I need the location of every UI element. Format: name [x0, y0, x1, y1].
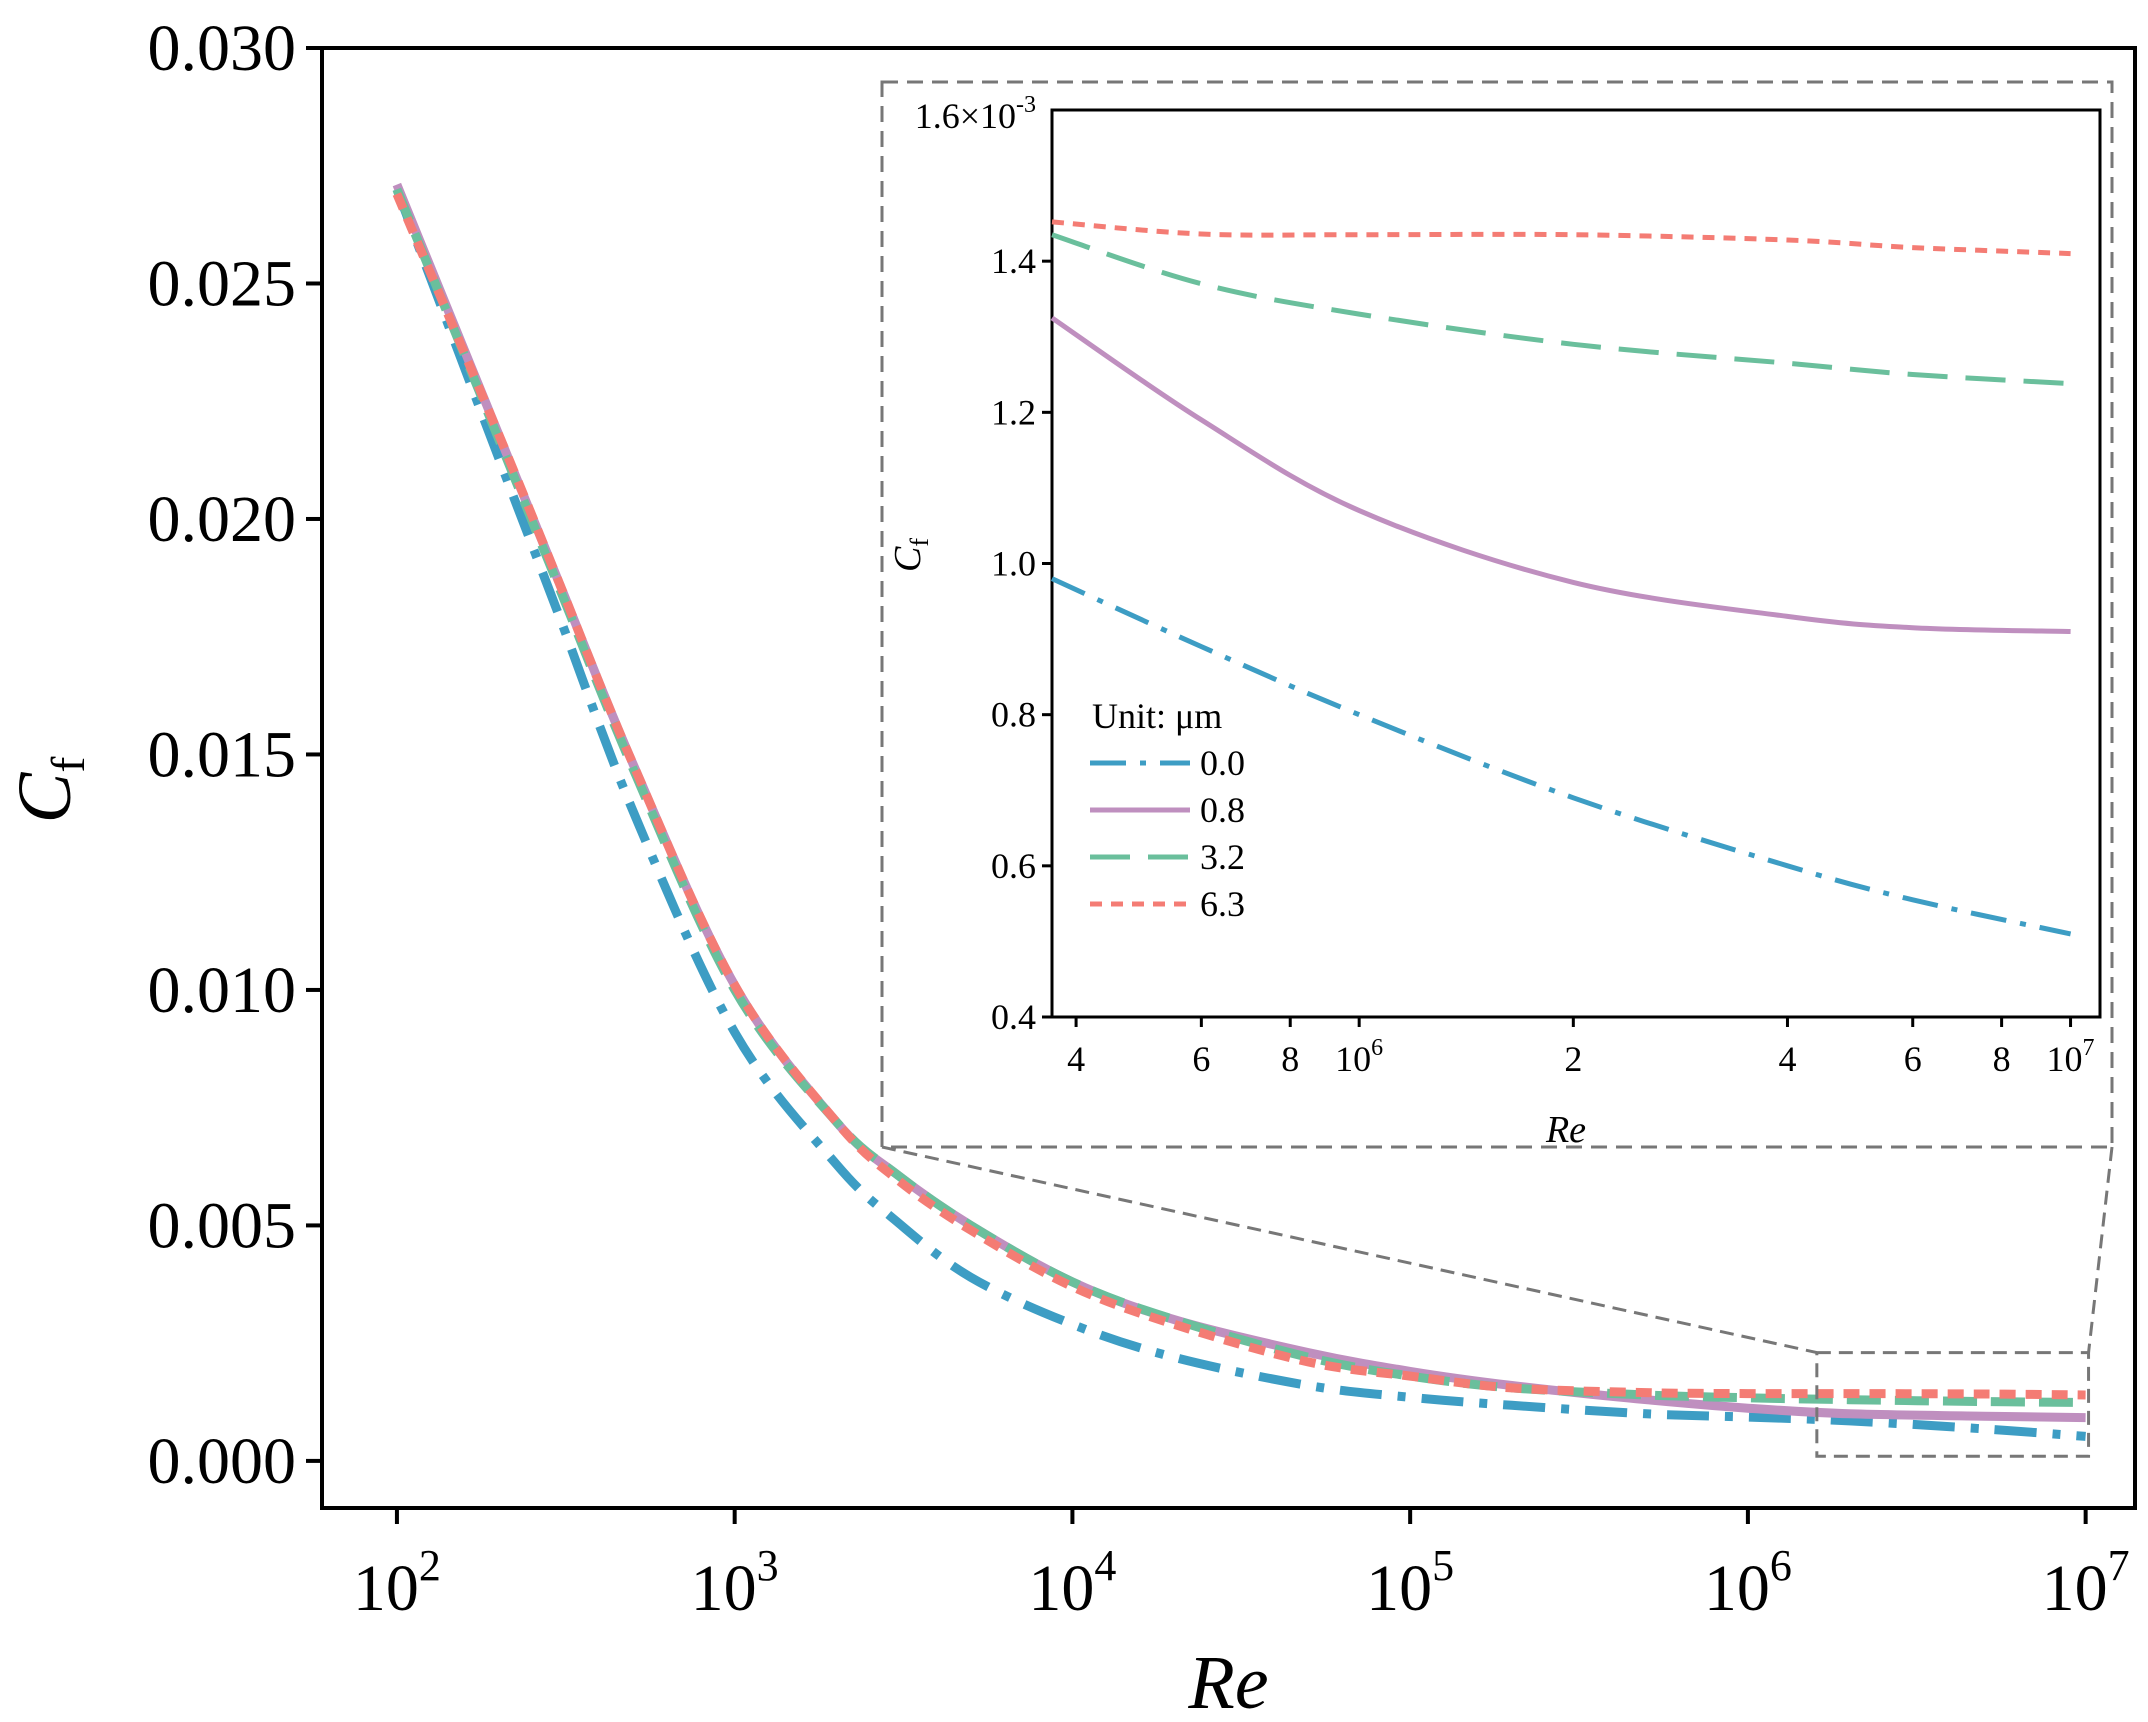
legend-label-6.3: 6.3 [1200, 884, 1245, 924]
inset-x-tick-label: 8 [1281, 1039, 1299, 1079]
inset-x-tick-label: 107 [2047, 1035, 2095, 1079]
inset-y-axis-label-base: C [887, 546, 929, 572]
y-tick-label: 0.020 [148, 483, 297, 556]
inset-plot: 0.40.60.81.01.21.41.6×10-34 6 8 106 2 4 6 8 107R… [880, 80, 2114, 1355]
inset-series-3.2-line [1051, 232, 2071, 387]
zoom-connector-left [881, 1145, 1818, 1355]
main-plot-frame [320, 46, 2137, 1510]
main-series-3.2-line [392, 187, 2086, 1407]
inset-y-axis-label: Cf [887, 538, 934, 572]
x-tick-label-base: 10 [691, 1552, 757, 1625]
inset-x-tick-label: 6 [1904, 1039, 1922, 1079]
x-tick-label: 103 [691, 1541, 779, 1625]
x-tick-label: 102 [353, 1541, 441, 1625]
inset-y-top-label-exponent: -3 [1016, 92, 1036, 118]
y-tick-label: 0.005 [148, 1189, 297, 1262]
inset-x-tick-label-base: 10 [1335, 1039, 1371, 1079]
x-tick-label-base: 10 [353, 1552, 419, 1625]
x-tick-label-exponent: 5 [1432, 1541, 1454, 1590]
inset-y-top-label-base: 1.6×10 [915, 96, 1016, 136]
inset-legend: Unit: μm 0.0 0.8 3.2 6.3 [1090, 696, 1245, 924]
zoom-region-box [1815, 1351, 2091, 1458]
x-tick-label-exponent: 6 [1770, 1541, 1792, 1590]
y-axis-label-subscript: f [42, 757, 95, 773]
x-tick-label: 106 [1704, 1541, 1792, 1625]
inset-x-tick-label: 4 [1778, 1039, 1796, 1079]
inset-y-tick-label: 1.4 [991, 241, 1036, 281]
x-tick-label: 107 [2042, 1541, 2130, 1625]
inset-series-0.0-line [1050, 576, 2072, 937]
legend-title: Unit: μm [1092, 696, 1222, 736]
x-tick-label-base: 10 [1028, 1552, 1094, 1625]
inset-x-tick-label: 8 [1993, 1039, 2011, 1079]
x-tick-label: 104 [1028, 1541, 1116, 1625]
inset-x-tick-label: 106 [1335, 1035, 1383, 1079]
x-tick-label-exponent: 2 [419, 1541, 441, 1590]
y-tick-label: 0.015 [148, 718, 297, 791]
inset-outer-dashed-frame [880, 80, 2114, 1149]
y-tick-label: 0.030 [148, 12, 297, 85]
y-axis-label-base: C [3, 771, 87, 823]
inset-x-tick-label-exponent: 6 [1371, 1035, 1383, 1061]
legend-label-3.2: 3.2 [1200, 837, 1245, 877]
inset-x-tick-label-base: 10 [2047, 1039, 2083, 1079]
inset-y-tick-label: 0.4 [991, 997, 1036, 1037]
inset-y-top-label: 1.6×10-3 [915, 92, 1036, 136]
y-tick-label: 0.010 [148, 954, 297, 1027]
inset-x-tick-label: 4 [1067, 1039, 1085, 1079]
inset-y-tick-label: 0.8 [991, 695, 1036, 735]
y-tick-label: 0.025 [148, 247, 297, 320]
inset-x-tick-label: 2 [1564, 1039, 1582, 1079]
legend-label-0.8: 0.8 [1200, 790, 1245, 830]
x-tick-label-base: 10 [1704, 1552, 1770, 1625]
inset-x-tick-label: 6 [1192, 1039, 1210, 1079]
y-axis-label: Cf [3, 757, 95, 824]
legend-label-0.0: 0.0 [1200, 743, 1245, 783]
x-tick-label-base: 10 [1366, 1552, 1432, 1625]
main-series-6.3-line [392, 192, 2086, 1400]
inset-x-axis-label: Re [1545, 1109, 1586, 1151]
inset-y-axis-label-subscript: f [905, 538, 934, 547]
x-tick-label-exponent: 4 [1094, 1541, 1116, 1590]
y-tick-label: 0.000 [148, 1425, 297, 1498]
x-tick-label-exponent: 3 [757, 1541, 779, 1590]
inset-series-0.8-line [1050, 315, 2071, 634]
zoom-connector-right [2087, 1146, 2114, 1353]
main-series-0.0-line [392, 187, 2086, 1441]
inset-y-tick-label: 0.6 [991, 846, 1036, 886]
inset-series-6.3-line [1051, 219, 2071, 257]
x-tick-label: 105 [1366, 1541, 1454, 1625]
x-tick-label-base: 10 [2042, 1552, 2108, 1625]
inset-y-tick-label: 1.0 [991, 544, 1036, 584]
inset-y-tick-label: 1.2 [991, 392, 1036, 432]
x-axis-label: Re [1187, 1641, 1268, 1722]
inset-x-tick-label-exponent: 7 [2083, 1035, 2095, 1061]
x-tick-label-exponent: 7 [2108, 1541, 2130, 1590]
